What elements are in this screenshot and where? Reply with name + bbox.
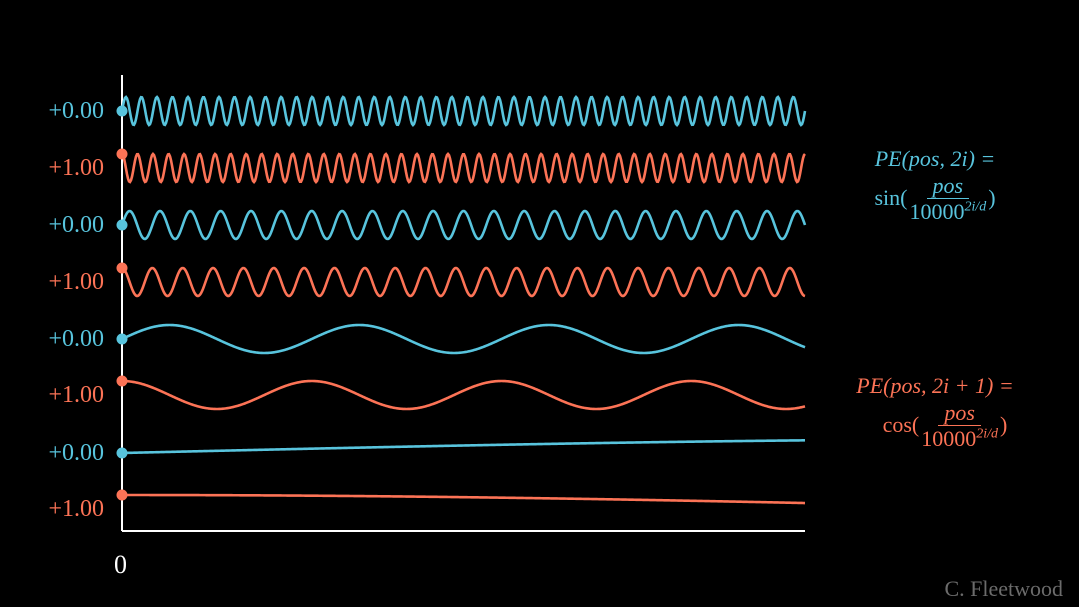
- series-line-2: [120, 209, 807, 241]
- start-point-3: [116, 262, 128, 274]
- sin-formula-den-exp: 2i/d: [964, 199, 987, 215]
- start-point-0: [116, 105, 128, 117]
- cos-formula-fn: cos(: [882, 411, 920, 437]
- series-line-0: [120, 95, 807, 127]
- cos-formula-lhs: PE(pos, 2i + 1) =: [856, 373, 1014, 398]
- sin-formula-fn: sin(: [874, 184, 908, 210]
- start-point-1: [116, 148, 128, 160]
- sin-formula-close: ): [988, 184, 996, 210]
- start-point-4: [116, 333, 128, 345]
- cos-formula-den-exp: 2i/d: [976, 426, 999, 442]
- series-line-7: [122, 493, 806, 505]
- sin-formula: PE(pos, 2i) = sin( pos 100002i/d): [840, 146, 1030, 226]
- row-value-label-3: +1.00: [48, 269, 104, 295]
- sin-formula-den-base: 10000: [909, 199, 965, 225]
- series-line-6: [121, 439, 806, 455]
- row-value-label-2: +0.00: [48, 212, 104, 238]
- sin-formula-numerator: pos: [926, 173, 970, 200]
- series-line-3: [121, 266, 806, 298]
- cos-formula-den-base: 10000: [921, 426, 977, 452]
- cos-formula-numerator: pos: [938, 400, 981, 427]
- author-watermark: C. Fleetwood: [944, 576, 1063, 601]
- start-point-7: [116, 489, 128, 501]
- sin-formula-lhs: PE(pos, 2i) =: [874, 146, 996, 171]
- cos-formula-close: ): [1000, 411, 1008, 437]
- start-point-2: [116, 219, 128, 231]
- row-value-label-6: +0.00: [48, 440, 104, 466]
- start-point-6: [116, 447, 128, 459]
- row-value-label-1: +1.00: [48, 155, 104, 181]
- series-line-5: [121, 379, 806, 411]
- series-line-4: [121, 323, 806, 355]
- row-value-label-0: +0.00: [48, 98, 104, 124]
- row-value-label-7: +1.00: [48, 496, 104, 522]
- start-point-5: [116, 375, 128, 387]
- series-line-1: [121, 152, 806, 184]
- cos-formula: PE(pos, 2i + 1) = cos( pos 100002i/d): [830, 373, 1040, 453]
- row-value-label-4: +0.00: [48, 326, 104, 352]
- x-tick-label-0: 0: [114, 550, 127, 579]
- row-value-label-5: +1.00: [48, 382, 104, 408]
